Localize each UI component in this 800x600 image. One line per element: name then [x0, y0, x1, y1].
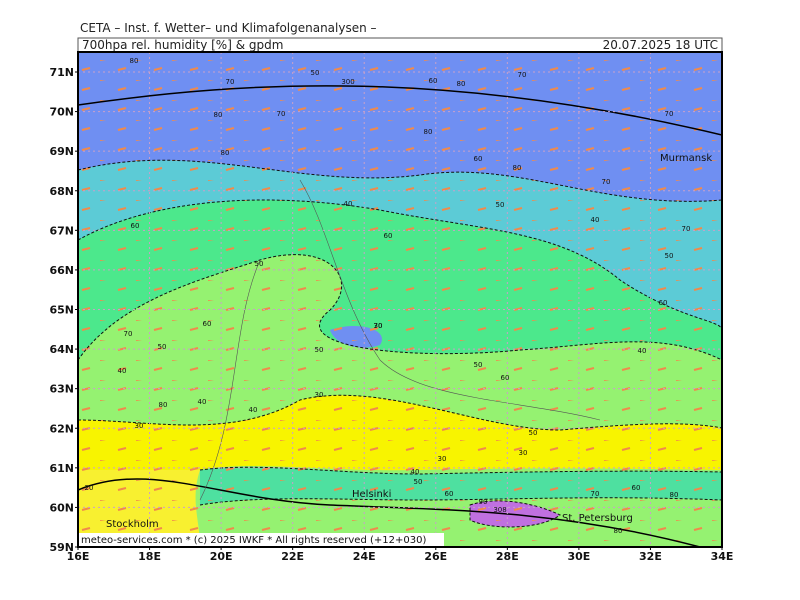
contour-label: 70	[602, 178, 611, 186]
lat-label: 68N	[49, 185, 74, 198]
contour-label: 60	[131, 222, 140, 230]
contour-label: 70	[518, 71, 527, 79]
contour-label: 70	[591, 490, 600, 498]
lat-label: 66N	[49, 264, 74, 277]
contour-label: 70	[665, 110, 674, 118]
lat-label: 70N	[49, 106, 74, 119]
contour-label: 80	[221, 149, 230, 157]
header-valid: 20.07.2025 18 UTC	[603, 38, 718, 52]
lat-label: 63N	[49, 383, 74, 396]
contour-label: 40	[344, 200, 353, 208]
contour-label: 70	[374, 322, 383, 330]
lon-label: 26E	[424, 550, 447, 563]
contour-label: 80	[457, 80, 466, 88]
lat-label: 61N	[49, 462, 74, 475]
contour-label: 80	[214, 111, 223, 119]
wind-arrows	[78, 52, 722, 547]
contour-label: 40	[638, 347, 647, 355]
contour-label: 308	[493, 506, 506, 514]
city-label: Stockholm	[106, 519, 159, 530]
contour-label: 50	[158, 343, 167, 351]
contour-label: 70	[682, 225, 691, 233]
lon-label: 24E	[353, 550, 376, 563]
contour-label: 60	[445, 490, 454, 498]
contour-label: 50	[496, 201, 505, 209]
lat-label: 69N	[49, 145, 74, 158]
city-label: Helsinki	[352, 489, 391, 500]
axes: 71N70N69N68N67N66N65N64N63N62N61N60N59N1…	[49, 66, 733, 563]
contour-label: 60	[659, 299, 668, 307]
contour-label: 50	[665, 252, 674, 260]
contour-label: 60	[203, 320, 212, 328]
header-institute: CETA – Inst. f. Wetter– und Klimafolgena…	[80, 21, 377, 35]
lon-label: 30E	[567, 550, 590, 563]
contour-label: 70	[226, 78, 235, 86]
lat-label: 67N	[49, 224, 74, 237]
lon-label: 28E	[496, 550, 519, 563]
contour-label: 60	[429, 77, 438, 85]
lon-label: 16E	[67, 550, 90, 563]
contour-label: 300	[341, 78, 354, 86]
contour-label: 50	[414, 478, 423, 486]
contour-label: 80	[424, 128, 433, 136]
contour-label: 30	[438, 455, 447, 463]
header-parameter: 700hpa rel. humidity [%] & gpdm	[82, 38, 283, 52]
lon-label: 20E	[210, 550, 233, 563]
contour-label: 60	[474, 155, 483, 163]
contour-label: 60	[501, 374, 510, 382]
contour-label: 80	[614, 527, 623, 535]
contour-label: 30	[315, 391, 324, 399]
contour-label: 50	[474, 361, 483, 369]
lat-label: 65N	[49, 304, 74, 317]
lon-label: 22E	[281, 550, 304, 563]
contour-label: 80	[159, 401, 168, 409]
lat-label: 71N	[49, 66, 74, 79]
contour-label: 50	[315, 346, 324, 354]
lat-label: 59N	[49, 541, 74, 554]
contour-label: 40	[249, 406, 258, 414]
grid	[78, 52, 722, 547]
contour-label: 60	[632, 484, 641, 492]
contour-labels: 80 70 50 300 60 80 70 80 70 80 70 80 60 80 70 50 40 50 60 4…	[85, 57, 691, 535]
geopotential-line	[78, 85, 722, 136]
contours	[78, 159, 722, 528]
map-field	[78, 52, 722, 547]
contour-label: 80	[513, 164, 522, 172]
footer: meteo-services.com * (c) 2025 IWKF * All…	[81, 535, 426, 546]
contour-label: 50	[529, 429, 538, 437]
contour-label: 80	[670, 491, 679, 499]
coastline	[199, 179, 601, 501]
contour-label: 70	[124, 330, 133, 338]
geopotential-line	[78, 478, 701, 547]
lat-label: 64N	[49, 343, 74, 356]
contour-label: 80	[130, 57, 139, 65]
lat-label: 62N	[49, 422, 74, 435]
contour-label: 90	[479, 498, 488, 506]
contour-label: 40	[411, 468, 420, 476]
lon-label: 18E	[138, 550, 161, 563]
contour-label: 30	[374, 322, 383, 330]
contour-label: 40	[591, 216, 600, 224]
contour-label: 40	[198, 398, 207, 406]
footer-box	[78, 533, 444, 546]
contour-label: 20	[85, 484, 94, 492]
contour-label: 50	[255, 260, 264, 268]
lon-label: 34E	[711, 550, 734, 563]
contour-label: 30	[519, 449, 528, 457]
contour-label: 60	[384, 232, 393, 240]
contour-label: 50	[311, 69, 320, 77]
contour-label: 40	[118, 367, 127, 375]
contour-label: 70	[277, 110, 286, 118]
map-frame	[77, 51, 723, 548]
city-label: Murmansk	[660, 153, 712, 164]
city-label: St. Petersburg	[562, 513, 633, 524]
lon-label: 32E	[639, 550, 662, 563]
lat-label: 60N	[49, 501, 74, 514]
contour-label: 30	[135, 422, 144, 430]
